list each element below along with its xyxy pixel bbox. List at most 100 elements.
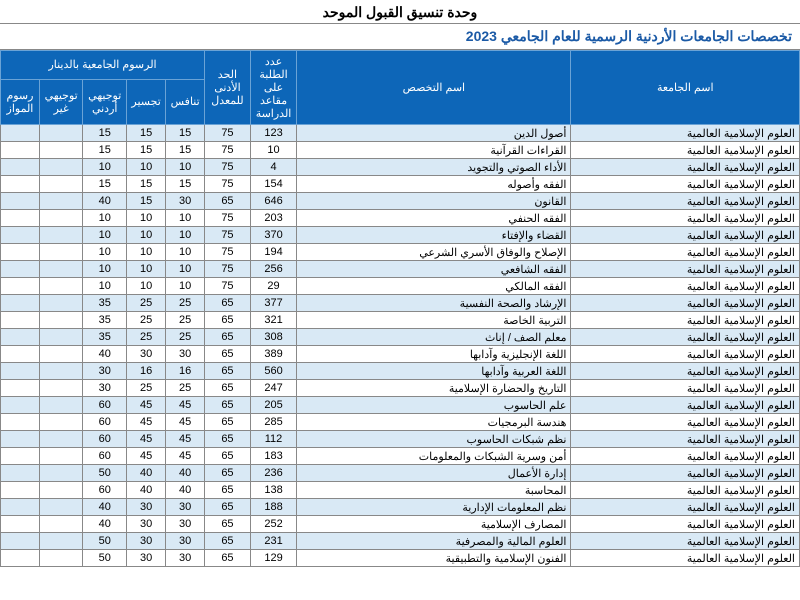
cell-bridge: 10	[126, 159, 165, 176]
col-tawjihi-jo: توجيهي أردني	[83, 79, 127, 124]
cell-parallel	[1, 499, 40, 516]
cell-compete: 45	[166, 397, 205, 414]
cell-specialization: القانون	[297, 193, 571, 210]
cell-seats: 138	[250, 482, 296, 499]
cell-tawjihi-other	[39, 380, 83, 397]
col-bridge: تجسير	[126, 79, 165, 124]
cell-tawjihi-other	[39, 397, 83, 414]
cell-compete: 10	[166, 261, 205, 278]
cell-compete: 10	[166, 210, 205, 227]
cell-min-avg: 75	[205, 227, 251, 244]
cell-university: العلوم الإسلامية العالمية	[571, 482, 800, 499]
table-row: العلوم الإسلامية العالميةالإرشاد والصحة …	[1, 295, 800, 312]
cell-compete: 40	[166, 465, 205, 482]
cell-seats: 646	[250, 193, 296, 210]
cell-parallel	[1, 278, 40, 295]
cell-tawjihi-jo: 40	[83, 346, 127, 363]
cell-university: العلوم الإسلامية العالمية	[571, 465, 800, 482]
cell-tawjihi-other	[39, 465, 83, 482]
table-row: العلوم الإسلامية العالميةإدارة الأعمال23…	[1, 465, 800, 482]
cell-compete: 10	[166, 244, 205, 261]
cell-seats: 231	[250, 533, 296, 550]
cell-tawjihi-other	[39, 261, 83, 278]
cell-specialization: الفقه وأصوله	[297, 176, 571, 193]
cell-tawjihi-other	[39, 448, 83, 465]
cell-university: العلوم الإسلامية العالمية	[571, 159, 800, 176]
table-row: العلوم الإسلامية العالميةالتاريخ والحضار…	[1, 380, 800, 397]
cell-tawjihi-other	[39, 414, 83, 431]
table-row: العلوم الإسلامية العالميةالعلوم المالية …	[1, 533, 800, 550]
cell-tawjihi-jo: 60	[83, 414, 127, 431]
cell-tawjihi-jo: 10	[83, 278, 127, 295]
cell-university: العلوم الإسلامية العالمية	[571, 295, 800, 312]
cell-parallel	[1, 448, 40, 465]
cell-parallel	[1, 312, 40, 329]
cell-seats: 154	[250, 176, 296, 193]
cell-specialization: نظم شبكات الحاسوب	[297, 431, 571, 448]
table-row: العلوم الإسلامية العالميةالفنون الإسلامي…	[1, 550, 800, 567]
cell-compete: 10	[166, 227, 205, 244]
cell-min-avg: 65	[205, 193, 251, 210]
cell-specialization: القراءات القرآنية	[297, 142, 571, 159]
cell-seats: 29	[250, 278, 296, 295]
table-row: العلوم الإسلامية العالميةمعلم الصف / إنا…	[1, 329, 800, 346]
cell-specialization: القضاء والإفتاء	[297, 227, 571, 244]
cell-parallel	[1, 431, 40, 448]
cell-parallel	[1, 414, 40, 431]
cell-min-avg: 65	[205, 380, 251, 397]
table-row: العلوم الإسلامية العالميةالإصلاح والوفاق…	[1, 244, 800, 261]
table-row: العلوم الإسلامية العالميةالفقه المالكي29…	[1, 278, 800, 295]
cell-university: العلوم الإسلامية العالمية	[571, 397, 800, 414]
cell-specialization: إدارة الأعمال	[297, 465, 571, 482]
cell-tawjihi-jo: 60	[83, 431, 127, 448]
cell-min-avg: 65	[205, 397, 251, 414]
cell-parallel	[1, 465, 40, 482]
cell-parallel	[1, 210, 40, 227]
cell-parallel	[1, 295, 40, 312]
cell-compete: 10	[166, 278, 205, 295]
cell-parallel	[1, 159, 40, 176]
cell-bridge: 10	[126, 261, 165, 278]
cell-tawjihi-other	[39, 550, 83, 567]
col-tawjihi-other: توجيهي غير	[39, 79, 83, 124]
cell-tawjihi-jo: 30	[83, 363, 127, 380]
cell-parallel	[1, 346, 40, 363]
table-row: العلوم الإسلامية العالميةالأداء الصوتي و…	[1, 159, 800, 176]
cell-parallel	[1, 516, 40, 533]
cell-seats: 252	[250, 516, 296, 533]
cell-tawjihi-jo: 10	[83, 261, 127, 278]
cell-seats: 112	[250, 431, 296, 448]
cell-parallel	[1, 227, 40, 244]
cell-seats: 256	[250, 261, 296, 278]
cell-specialization: العلوم المالية والمصرفية	[297, 533, 571, 550]
table-row: العلوم الإسلامية العالميةالقراءات القرآن…	[1, 142, 800, 159]
cell-compete: 25	[166, 380, 205, 397]
cell-tawjihi-jo: 30	[83, 380, 127, 397]
cell-specialization: التربية الخاصة	[297, 312, 571, 329]
cell-seats: 183	[250, 448, 296, 465]
cell-min-avg: 75	[205, 159, 251, 176]
cell-tawjihi-jo: 50	[83, 533, 127, 550]
cell-university: العلوم الإسلامية العالمية	[571, 312, 800, 329]
cell-min-avg: 65	[205, 431, 251, 448]
cell-seats: 10	[250, 142, 296, 159]
cell-compete: 16	[166, 363, 205, 380]
cell-compete: 30	[166, 550, 205, 567]
cell-compete: 45	[166, 414, 205, 431]
cell-tawjihi-other	[39, 295, 83, 312]
cell-tawjihi-jo: 15	[83, 125, 127, 142]
col-university: اسم الجامعة	[571, 51, 800, 125]
cell-min-avg: 75	[205, 210, 251, 227]
cell-compete: 45	[166, 431, 205, 448]
cell-bridge: 45	[126, 397, 165, 414]
table-row: العلوم الإسلامية العالميةاللغة الإنجليزي…	[1, 346, 800, 363]
cell-tawjihi-jo: 40	[83, 499, 127, 516]
cell-tawjihi-other	[39, 210, 83, 227]
cell-specialization: اللغة العربية وآدابها	[297, 363, 571, 380]
cell-seats: 285	[250, 414, 296, 431]
cell-university: العلوم الإسلامية العالمية	[571, 142, 800, 159]
table-row: العلوم الإسلامية العالميةهندسة البرمجيات…	[1, 414, 800, 431]
cell-min-avg: 65	[205, 499, 251, 516]
cell-specialization: الإصلاح والوفاق الأسري الشرعي	[297, 244, 571, 261]
cell-tawjihi-jo: 10	[83, 244, 127, 261]
